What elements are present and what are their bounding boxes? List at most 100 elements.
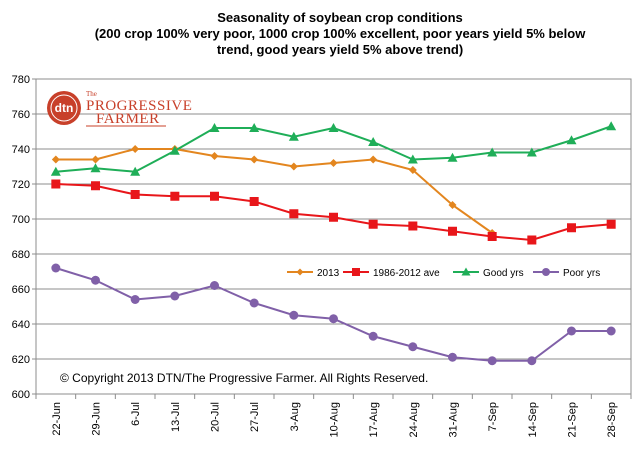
data-point bbox=[448, 352, 457, 362]
data-point bbox=[606, 326, 616, 336]
data-point bbox=[249, 298, 259, 308]
x-tick-label: 6-Jul bbox=[130, 402, 142, 426]
y-tick-label: 780 bbox=[12, 74, 30, 86]
logo-line-2: FARMER bbox=[96, 111, 160, 127]
data-point bbox=[606, 121, 617, 131]
series bbox=[50, 121, 617, 366]
legend-label: Good yrs bbox=[483, 268, 524, 279]
data-point bbox=[448, 226, 457, 236]
data-point bbox=[329, 212, 338, 222]
x-tick-label: 22-Jun bbox=[51, 402, 63, 436]
data-point bbox=[407, 154, 418, 164]
data-point bbox=[527, 356, 537, 366]
title-line-3: trend, good years yield 5% above trend) bbox=[217, 42, 463, 57]
data-point bbox=[210, 281, 219, 290]
y-tick-label: 720 bbox=[12, 179, 30, 191]
data-point bbox=[170, 291, 180, 301]
y-tick-label: 600 bbox=[12, 389, 30, 401]
data-point bbox=[170, 191, 180, 201]
data-point bbox=[90, 163, 101, 173]
x-tick-label: 31-Aug bbox=[448, 402, 460, 437]
data-point bbox=[567, 223, 576, 233]
y-axis: 600 620 640 660 680 700 720 740 760 780 bbox=[12, 74, 36, 401]
data-point bbox=[131, 145, 140, 153]
data-point bbox=[51, 179, 61, 189]
y-tick-label: 700 bbox=[12, 214, 30, 226]
copyright-annotation: © Copyright 2013 DTN/The Progressive Far… bbox=[60, 371, 428, 385]
data-point bbox=[209, 123, 220, 132]
data-point bbox=[130, 190, 140, 199]
series-group bbox=[50, 121, 617, 176]
data-point bbox=[288, 131, 299, 141]
data-point bbox=[352, 268, 360, 276]
series-line bbox=[55, 148, 493, 234]
x-tick-label: 28-Sep bbox=[606, 402, 618, 437]
legend-label: Poor yrs bbox=[563, 268, 600, 279]
data-point bbox=[606, 219, 616, 229]
data-point bbox=[130, 166, 141, 176]
series-group bbox=[51, 145, 497, 237]
data-point bbox=[328, 123, 339, 132]
y-tick-label: 680 bbox=[12, 249, 30, 261]
x-tick-label: 13-Jul bbox=[170, 402, 182, 432]
legend-label: 2013 bbox=[317, 268, 340, 279]
title-line-2: (200 crop 100% very poor, 1000 crop 100%… bbox=[95, 26, 587, 41]
data-point bbox=[250, 155, 259, 164]
data-point bbox=[408, 166, 417, 174]
x-tick-label: 7-Sep bbox=[487, 402, 499, 431]
data-point bbox=[91, 275, 100, 285]
data-point bbox=[566, 135, 577, 145]
data-point bbox=[567, 326, 576, 336]
data-point bbox=[448, 201, 457, 209]
x-axis: 22-Jun 29-Jun 6-Jul 13-Jul 20-Jul 27-Jul 3-Aug… bbox=[35, 394, 632, 437]
y-tick-label: 740 bbox=[12, 144, 30, 156]
progressive-farmer-logo: dtn The PROGRESSIVE FARMER bbox=[47, 90, 192, 127]
x-tick-label: 17-Aug bbox=[368, 402, 380, 437]
logo-small-text: The bbox=[86, 90, 97, 98]
data-point bbox=[289, 209, 299, 219]
data-point bbox=[329, 314, 338, 324]
data-point bbox=[461, 267, 471, 276]
x-tick-label: 10-Aug bbox=[329, 402, 341, 437]
data-point bbox=[368, 331, 378, 341]
data-point bbox=[408, 221, 418, 231]
x-tick-label: 21-Sep bbox=[567, 402, 579, 437]
x-tick-label: 24-Aug bbox=[408, 402, 420, 437]
data-point bbox=[51, 263, 61, 273]
data-point bbox=[169, 145, 180, 155]
y-tick-label: 620 bbox=[12, 354, 30, 366]
data-point bbox=[210, 191, 219, 201]
data-point bbox=[289, 310, 299, 320]
data-point bbox=[249, 123, 260, 132]
y-tick-label: 640 bbox=[12, 319, 30, 331]
data-point bbox=[249, 197, 259, 206]
data-point bbox=[296, 268, 304, 276]
series-group bbox=[51, 179, 616, 245]
data-point bbox=[447, 152, 458, 162]
data-point bbox=[542, 268, 550, 276]
series-group bbox=[51, 263, 616, 366]
x-tick-label: 3-Aug bbox=[289, 402, 301, 431]
x-tick-label: 14-Sep bbox=[527, 402, 539, 437]
x-tick-label: 29-Jun bbox=[91, 402, 103, 436]
x-tick-label: 27-Jul bbox=[249, 402, 261, 432]
data-point bbox=[91, 181, 100, 191]
data-point bbox=[289, 162, 298, 171]
legend: 2013 1986-2012 ave Good yrs Poor yrs bbox=[287, 267, 600, 279]
data-point bbox=[487, 147, 498, 157]
dtn-logo-icon bbox=[47, 91, 81, 125]
data-point bbox=[91, 155, 100, 164]
logo-line-1: PROGRESSIVE bbox=[86, 98, 192, 114]
data-point bbox=[487, 356, 497, 366]
chart-title: Seasonality of soybean crop conditions (… bbox=[95, 10, 587, 57]
legend-label: 1986-2012 ave bbox=[373, 268, 440, 279]
data-point bbox=[527, 235, 537, 245]
data-point bbox=[368, 219, 378, 229]
y-tick-label: 660 bbox=[12, 284, 30, 296]
data-point bbox=[369, 155, 378, 164]
data-point bbox=[51, 155, 60, 164]
title-line-1: Seasonality of soybean crop conditions bbox=[217, 10, 463, 25]
y-tick-label: 760 bbox=[12, 109, 30, 121]
